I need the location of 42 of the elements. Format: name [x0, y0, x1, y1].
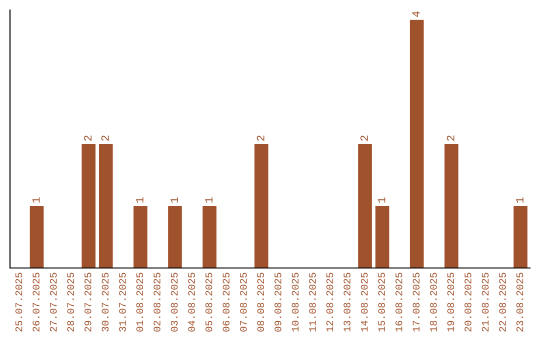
x-tick-label: 11.08.2025: [309, 272, 316, 332]
x-tick-label: 13.08.2025: [344, 272, 350, 332]
x-tick-label: 22.08.2025: [499, 272, 506, 332]
data-label: 2: [256, 136, 264, 141]
x-tick-label: 02.08.2025: [154, 272, 160, 332]
x-tick-label: 20.08.2025: [464, 272, 472, 332]
x-tick-label: 31.07.2025: [119, 272, 126, 332]
data-label: 2: [101, 136, 109, 141]
x-tick-label: 30.07.2025: [102, 272, 109, 332]
x-tick-label: 29.07.2025: [84, 272, 92, 332]
x-tick-label: 05.08.2025: [205, 272, 212, 332]
x-tick-label: 27.07.2025: [50, 272, 57, 332]
data-label: 4: [412, 11, 420, 17]
x-tick-label: 21.08.2025: [482, 272, 489, 332]
x-tick-label: 14.08.2025: [360, 272, 368, 332]
x-tick-label: 07.08.2025: [240, 272, 247, 332]
data-label: 1: [378, 197, 386, 203]
data-label: 2: [84, 136, 92, 141]
x-tick-label: 28.07.2025: [67, 272, 74, 332]
x-tick-label: 16.08.2025: [395, 272, 402, 332]
data-label: 1: [32, 197, 40, 203]
x-tick-label: 03.08.2025: [170, 272, 178, 332]
x-tick-label: 25.07.2025: [15, 272, 22, 332]
x-tick-label: 04.08.2025: [188, 272, 195, 332]
x-tick-label: 10.08.2025: [292, 272, 299, 332]
x-tick-label: 12.08.2025: [326, 272, 334, 332]
data-label: 2: [360, 136, 368, 141]
x-tick-label: 08.08.2025: [257, 272, 264, 332]
x-tick-label: 17.08.2025: [412, 272, 420, 332]
x-tick-label: 06.08.2025: [222, 272, 230, 332]
x-tick-label: 18.08.2025: [430, 272, 437, 332]
x-tick-label: 15.08.2025: [378, 272, 385, 332]
data-label: 1: [205, 197, 212, 203]
data-label: 1: [516, 197, 524, 203]
data-label: 1: [136, 197, 144, 203]
data-label: 1: [170, 197, 178, 203]
x-tick-label: 01.08.2025: [136, 272, 144, 332]
x-tick-label: 23.08.2025: [516, 272, 524, 332]
x-tick-label: 26.07.2025: [32, 272, 40, 332]
x-tick-label: 09.08.2025: [274, 272, 282, 332]
x-tick-label: 19.08.2025: [447, 272, 454, 332]
data-label: 2: [446, 136, 454, 141]
